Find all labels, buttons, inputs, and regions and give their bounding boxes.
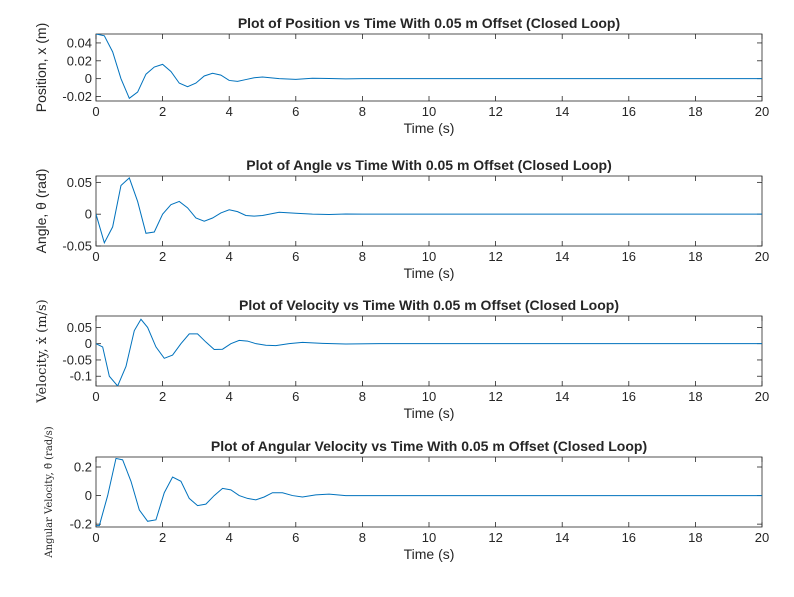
y-tick-label: -0.02 <box>62 89 92 104</box>
series-line <box>96 34 762 100</box>
plot-title: Plot of Velocity vs Time With 0.05 m Off… <box>239 297 619 313</box>
x-tick-label: 2 <box>159 389 166 404</box>
y-tick-label: 0 <box>85 488 92 503</box>
x-tick-label: 6 <box>292 104 299 119</box>
position-plot: Plot of Position vs Time With 0.05 m Off… <box>33 15 769 136</box>
y-tick-label: 0 <box>85 71 92 86</box>
series-line <box>96 177 762 245</box>
x-tick-label: 0 <box>92 530 99 545</box>
plot-title: Plot of Angular Velocity vs Time With 0.… <box>211 438 647 454</box>
plot-title: Plot of Position vs Time With 0.05 m Off… <box>238 15 620 31</box>
x-axis-label: Time (s) <box>404 546 455 562</box>
x-tick-label: 4 <box>226 530 233 545</box>
x-tick-label: 14 <box>555 104 569 119</box>
y-axis-label: Position, x (m) <box>33 23 49 112</box>
y-tick-label: -0.2 <box>70 517 92 532</box>
x-tick-label: 2 <box>159 104 166 119</box>
x-tick-label: 0 <box>92 249 99 264</box>
x-tick-label: 16 <box>622 249 636 264</box>
x-tick-label: 20 <box>755 530 769 545</box>
y-tick-label: 0.05 <box>67 175 92 190</box>
y-tick-label: 0.05 <box>67 320 92 335</box>
y-tick-label: 0 <box>85 207 92 222</box>
y-tick-label: 0.02 <box>67 53 92 68</box>
x-tick-label: 8 <box>359 389 366 404</box>
x-tick-label: 0 <box>92 389 99 404</box>
x-tick-label: 4 <box>226 249 233 264</box>
x-tick-label: 8 <box>359 530 366 545</box>
x-tick-label: 16 <box>622 530 636 545</box>
x-tick-label: 16 <box>622 104 636 119</box>
plot-title: Plot of Angle vs Time With 0.05 m Offset… <box>246 157 611 173</box>
angle-plot: Plot of Angle vs Time With 0.05 m Offset… <box>33 157 769 281</box>
series-line <box>96 318 762 386</box>
x-tick-label: 18 <box>688 104 702 119</box>
y-axis-label: Angle, θ (rad) <box>33 169 49 254</box>
y-axis-label: Angular Velocity, θ̇ (rad/s) <box>44 426 55 558</box>
x-tick-label: 12 <box>488 104 502 119</box>
y-tick-label: -0.05 <box>62 239 92 254</box>
x-tick-label: 12 <box>488 389 502 404</box>
y-tick-label: -0.1 <box>70 369 92 384</box>
x-tick-label: 10 <box>422 389 436 404</box>
x-tick-label: 12 <box>488 530 502 545</box>
x-tick-label: 14 <box>555 249 569 264</box>
x-tick-label: 14 <box>555 530 569 545</box>
x-tick-label: 2 <box>159 249 166 264</box>
axes-box <box>95 33 763 102</box>
x-tick-label: 6 <box>292 530 299 545</box>
x-tick-label: 20 <box>755 104 769 119</box>
velocity-plot: Plot of Velocity vs Time With 0.05 m Off… <box>35 297 769 421</box>
x-tick-label: 10 <box>422 104 436 119</box>
x-tick-label: 18 <box>688 389 702 404</box>
x-axis-label: Time (s) <box>404 265 455 281</box>
x-tick-label: 6 <box>292 389 299 404</box>
series-line <box>96 457 762 527</box>
y-tick-label: 0.2 <box>74 460 92 475</box>
x-tick-label: 20 <box>755 249 769 264</box>
x-tick-label: 12 <box>488 249 502 264</box>
y-tick-label: -0.05 <box>62 352 92 367</box>
x-tick-label: 14 <box>555 389 569 404</box>
axes-box <box>95 175 763 247</box>
axes-box <box>95 315 763 387</box>
angular-velocity-plot: Plot of Angular Velocity vs Time With 0.… <box>44 426 769 562</box>
x-tick-label: 10 <box>422 530 436 545</box>
x-tick-label: 10 <box>422 249 436 264</box>
x-tick-label: 4 <box>226 104 233 119</box>
x-tick-label: 16 <box>622 389 636 404</box>
y-tick-label: 0.04 <box>67 35 92 50</box>
y-axis-label: Velocity, ẋ (m/s) <box>35 299 50 403</box>
x-tick-label: 0 <box>92 104 99 119</box>
x-tick-label: 4 <box>226 389 233 404</box>
x-tick-label: 6 <box>292 249 299 264</box>
x-tick-label: 8 <box>359 249 366 264</box>
x-tick-label: 18 <box>688 249 702 264</box>
x-tick-label: 18 <box>688 530 702 545</box>
x-axis-label: Time (s) <box>404 405 455 421</box>
x-tick-label: 20 <box>755 389 769 404</box>
x-axis-label: Time (s) <box>404 120 455 136</box>
x-tick-label: 2 <box>159 530 166 545</box>
y-tick-label: 0 <box>85 336 92 351</box>
axes-box <box>95 456 763 528</box>
x-tick-label: 8 <box>359 104 366 119</box>
